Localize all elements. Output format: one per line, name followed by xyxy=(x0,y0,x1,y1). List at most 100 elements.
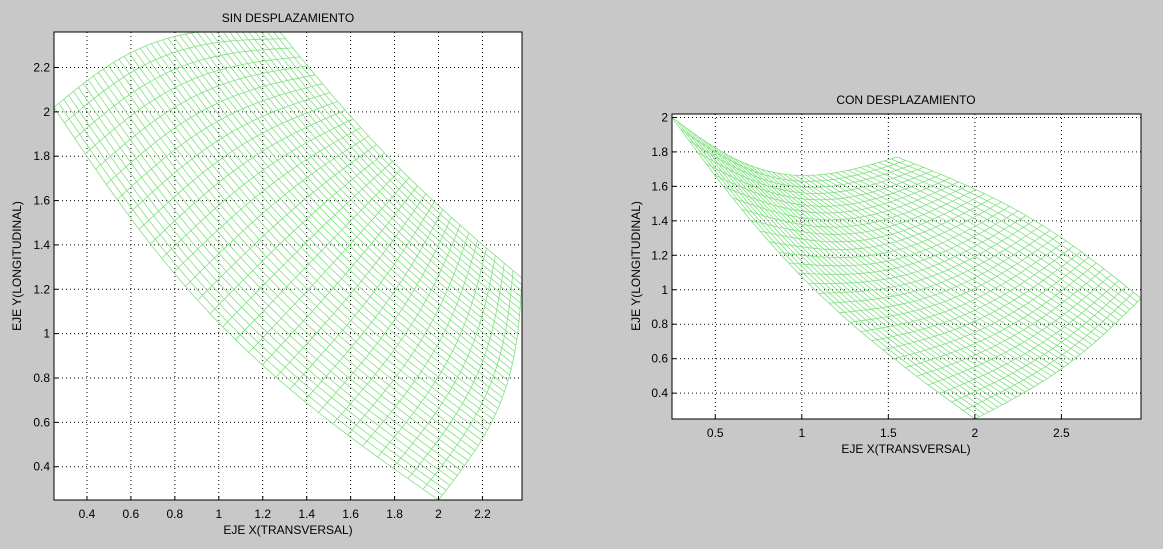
x-ticks: 0.4 0.6 0.8 1 1.2 1.4 1.6 1.8 2 2.2 xyxy=(79,496,491,521)
mesh-line xyxy=(882,251,1082,351)
mesh-line xyxy=(839,229,1051,314)
mesh-line xyxy=(209,152,385,314)
y-tick-label: 1.6 xyxy=(651,179,668,193)
y-tick-label: 0.6 xyxy=(651,352,668,366)
y-tick-label: 2.2 xyxy=(33,60,50,74)
mesh-line xyxy=(750,189,977,235)
mesh-line xyxy=(706,163,933,201)
mesh-line xyxy=(688,140,915,188)
mesh-line xyxy=(318,217,452,413)
x-tick-label: 1.6 xyxy=(342,507,359,521)
plot-frame xyxy=(671,113,1142,420)
y-axis-label: EJE Y(LONGITUDINAL) xyxy=(629,201,643,331)
mesh-line xyxy=(723,177,951,214)
mesh-line xyxy=(173,127,361,273)
y-tick-label: 1.8 xyxy=(33,149,50,163)
y-tick-label: 1.6 xyxy=(33,194,50,208)
mesh-line xyxy=(963,292,1134,411)
mesh-line xyxy=(262,185,418,366)
mesh-line xyxy=(769,197,994,250)
x-tick-label: 2.2 xyxy=(474,507,491,521)
x-tick-label: 1.4 xyxy=(298,507,315,521)
mesh-line xyxy=(392,255,496,469)
x-tick-label: 2.5 xyxy=(1053,426,1070,440)
mesh-line xyxy=(197,144,377,301)
mesh-line xyxy=(928,274,1112,386)
x-axis-label: EJE X(TRANSVERSAL) xyxy=(841,442,970,456)
plot-frame xyxy=(53,31,523,501)
mesh-line xyxy=(778,201,1002,258)
mesh-line xyxy=(680,128,907,182)
mesh-line xyxy=(95,65,308,170)
mesh-line xyxy=(248,177,410,353)
mesh-line xyxy=(798,210,1019,275)
x-tick-label: 1.2 xyxy=(254,507,271,521)
mesh-line xyxy=(362,240,478,447)
x-axis-label: EJE X(TRANSVERSAL) xyxy=(223,523,352,537)
mesh-line xyxy=(84,56,301,155)
mesh-line xyxy=(672,117,898,176)
y-tick-label: 1.8 xyxy=(651,145,668,159)
mesh-line xyxy=(54,32,202,108)
mesh-line xyxy=(951,286,1127,403)
mesh-line xyxy=(64,38,286,124)
chart-con-desplazamiento: CON DESPLAZAMIENTO 0.5 1 1.5 2 2.5 0.4 0.6 0.8… xyxy=(629,93,1142,456)
x-tick-label: 0.4 xyxy=(79,507,96,521)
plot-area xyxy=(671,113,1142,420)
x-ticks: 0.5 1 1.5 2 2.5 xyxy=(707,415,1070,440)
mesh-line xyxy=(235,169,402,340)
mesh-line xyxy=(116,83,323,200)
mesh-line xyxy=(741,185,968,228)
mesh-line xyxy=(860,240,1067,332)
y-tick-label: 2 xyxy=(661,110,668,124)
x-tick-label: 1 xyxy=(215,507,222,521)
x-tick-label: 2 xyxy=(972,426,979,440)
mesh-line xyxy=(939,280,1120,394)
mesh-line xyxy=(849,235,1059,323)
chart-title: CON DESPLAZAMIENTO xyxy=(836,93,975,107)
mesh-line xyxy=(808,215,1027,284)
y-tick-label: 1 xyxy=(661,283,668,297)
y-tick-label: 1 xyxy=(43,327,50,341)
mesh-line xyxy=(161,118,354,259)
mesh-line xyxy=(759,193,985,243)
y-tick-label: 0.4 xyxy=(33,460,50,474)
mesh-line xyxy=(871,245,1074,342)
y-tick-label: 1.4 xyxy=(33,238,50,252)
mesh-line xyxy=(74,47,293,139)
mesh-line xyxy=(185,135,369,287)
mesh-line xyxy=(377,248,487,458)
mesh-line xyxy=(905,262,1097,368)
mesh-line xyxy=(422,270,514,490)
y-axis-label: EJE Y(LONGITUDINAL) xyxy=(10,201,24,331)
y-tick-label: 1.4 xyxy=(651,214,668,228)
mesh-line xyxy=(916,268,1105,377)
mesh-line xyxy=(407,263,505,479)
mesh xyxy=(54,32,522,500)
y-tick-label: 1.2 xyxy=(33,282,50,296)
mesh-line xyxy=(788,206,1010,267)
mesh-line xyxy=(438,278,522,500)
x-tick-label: 2 xyxy=(435,507,442,521)
x-tick-label: 1 xyxy=(798,426,805,440)
mesh-line xyxy=(974,298,1141,419)
mesh-line xyxy=(818,219,1035,294)
x-tick-label: 1.5 xyxy=(880,426,897,440)
y-tick-label: 0.4 xyxy=(651,386,668,400)
x-tick-label: 0.8 xyxy=(167,507,184,521)
mesh xyxy=(672,117,1141,419)
mesh-line xyxy=(347,232,470,436)
y-tick-label: 2 xyxy=(43,105,50,119)
mesh-line xyxy=(732,181,959,221)
y-ticks: 0.4 0.6 0.8 1 1.2 1.4 1.6 1.8 2 2.2 xyxy=(33,60,58,474)
chart-sin-desplazamiento: SIN DESPLAZAMIENTO 0.4 0.6 0.8 1 1.2 1.4 1.6 1.… xyxy=(10,11,523,537)
x-tick-label: 0.6 xyxy=(123,507,140,521)
mesh-line xyxy=(138,101,338,230)
mesh-line xyxy=(714,174,942,207)
mesh-line xyxy=(697,151,924,194)
y-tick-label: 0.8 xyxy=(651,317,668,331)
x-tick-label: 0.5 xyxy=(707,426,724,440)
y-tick-label: 0.6 xyxy=(33,415,50,429)
y-tick-label: 0.8 xyxy=(33,371,50,385)
